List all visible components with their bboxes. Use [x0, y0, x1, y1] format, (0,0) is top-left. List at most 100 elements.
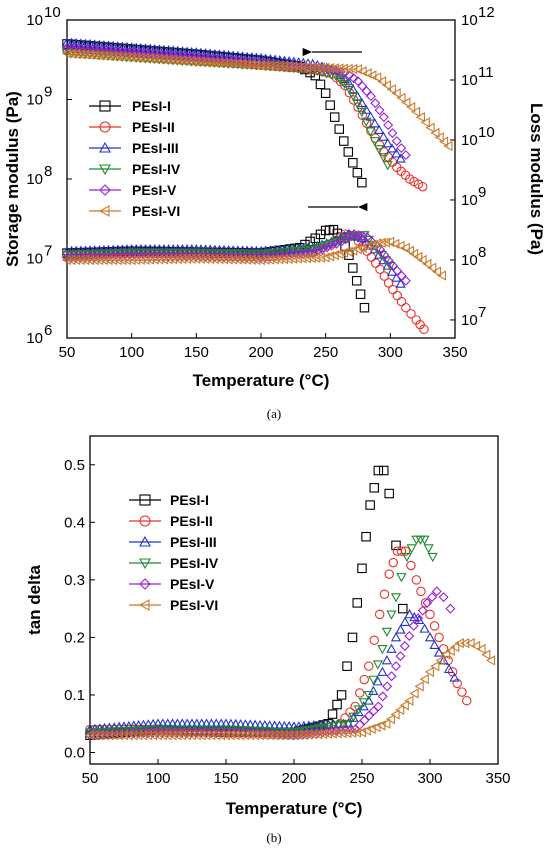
data-point [381, 80, 392, 91]
data-point [361, 104, 372, 114]
data-point [376, 76, 387, 87]
data-point [306, 62, 316, 73]
data-point [259, 730, 269, 741]
data-point [427, 262, 437, 273]
data-point [157, 730, 167, 741]
data-point [385, 713, 396, 725]
data-point [391, 661, 401, 672]
data-point [303, 728, 314, 739]
x-axis-label-a: Temperature (°C) [193, 371, 330, 390]
data-point [152, 718, 164, 728]
data-point [440, 649, 451, 660]
data-point [167, 718, 178, 728]
data-point [354, 688, 365, 698]
data-point [322, 728, 332, 739]
y-right-tick-label: 10 [461, 132, 478, 149]
data-point [416, 586, 426, 597]
data-point [214, 49, 225, 59]
legend-label: PEsI-VI [132, 203, 180, 219]
data-point [284, 247, 295, 257]
data-point [332, 699, 342, 710]
data-point [406, 102, 416, 113]
data-point [408, 620, 419, 631]
data-point [311, 252, 321, 263]
data-point [278, 730, 289, 741]
data-point [278, 61, 289, 72]
data-point [381, 718, 391, 729]
data-point [413, 251, 423, 263]
data-point [404, 630, 415, 641]
data-point [406, 560, 416, 571]
data-point [424, 632, 436, 642]
data-point [363, 691, 374, 701]
data-point [325, 100, 335, 110]
y-right-tick-exponent: 8 [478, 244, 486, 261]
data-point [353, 76, 363, 87]
data-point [356, 107, 368, 118]
data-point [149, 254, 159, 265]
legend-label: PEsI-IV [170, 555, 219, 571]
data-point [117, 251, 128, 262]
data-point [251, 254, 261, 265]
y-right-tick-exponent: 9 [478, 184, 486, 201]
data-point [182, 718, 193, 728]
data-point [66, 48, 76, 59]
data-point [357, 563, 367, 574]
data-point [404, 245, 414, 256]
data-point [399, 641, 410, 652]
data-point [361, 531, 371, 542]
data-point [172, 730, 182, 741]
data-point [89, 49, 99, 61]
y-tick-label: 0.5 [64, 457, 85, 474]
data-point [425, 122, 435, 133]
data-point [210, 730, 221, 741]
data-point [140, 251, 151, 262]
data-point [465, 638, 475, 649]
data-point [216, 718, 227, 728]
data-point [206, 718, 217, 728]
data-point [126, 251, 137, 262]
y-left-tick-label: 10 [26, 12, 43, 29]
data-point [450, 641, 460, 653]
data-point [415, 111, 425, 123]
data-point [388, 557, 399, 568]
data-point [288, 253, 298, 264]
data-point [391, 88, 401, 99]
data-point [94, 50, 104, 61]
data-point [75, 254, 85, 266]
data-point [333, 721, 344, 731]
data-point [237, 51, 248, 61]
data-point [348, 73, 359, 84]
data-point [274, 254, 284, 265]
data-point [246, 59, 256, 70]
data-point [460, 638, 470, 649]
x-ticks-b: 50 100 150 200 250 300 350 [82, 759, 511, 787]
data-point [211, 718, 222, 728]
data-point [152, 730, 162, 741]
data-point [318, 723, 329, 733]
data-point [283, 253, 293, 265]
data-point [163, 54, 173, 65]
data-point [158, 254, 168, 265]
data-point [348, 84, 359, 94]
data-point [376, 237, 386, 248]
data-point [311, 62, 321, 73]
legend-marker [98, 205, 110, 217]
y-left-tick-label: 10 [26, 330, 43, 347]
legend-label: PEsI-I [170, 492, 209, 508]
y-right-tick-exponent: 12 [478, 4, 495, 21]
data-point [377, 691, 388, 702]
data-point [361, 86, 372, 97]
y-left-tick-exponent: 9 [44, 84, 52, 101]
data-point [205, 48, 216, 58]
legend-label: PEsI-II [132, 119, 175, 135]
data-point [122, 251, 133, 262]
data-point [320, 62, 330, 73]
data-point [443, 140, 453, 152]
data-point [154, 254, 164, 265]
y-tick-label: 0.3 [64, 572, 85, 589]
data-point [283, 730, 294, 741]
